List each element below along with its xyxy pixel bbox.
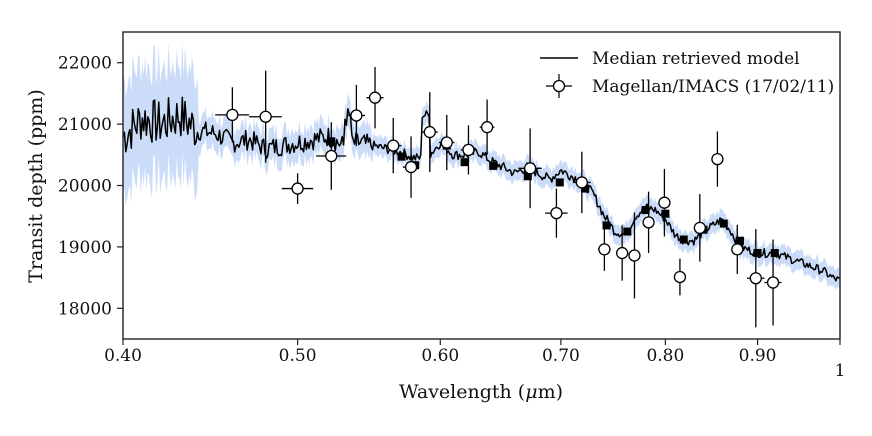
observation-point: [402, 136, 420, 198]
observation-marker: [731, 243, 744, 256]
binned-model-point: [397, 152, 406, 161]
observation-marker: [368, 91, 382, 104]
y-tick-label: 21000: [58, 115, 112, 135]
binned-model-point: [523, 172, 532, 181]
observation-point: [460, 125, 476, 175]
observation-marker: [550, 206, 563, 220]
x-tick-label: 0.80: [646, 346, 684, 366]
observation-point: [658, 168, 671, 237]
observation-point: [673, 258, 687, 296]
binned-model-point: [770, 249, 779, 258]
observation-point: [573, 151, 591, 214]
observation-point: [249, 70, 282, 163]
observation-marker: [423, 125, 436, 139]
x-axis-ticks: 0.40 0.50 0.60 0.70 0.80 0.90 1: [104, 339, 845, 381]
legend: Median retrieved model Magellan/IMACS (1…: [540, 49, 834, 98]
observation-point: [731, 224, 744, 274]
observation-point: [711, 131, 724, 187]
median-model-line: [123, 96, 840, 282]
observation-point: [518, 128, 542, 209]
observation-marker: [226, 108, 239, 122]
observation-point: [281, 173, 314, 204]
observation-marker: [480, 121, 494, 134]
observation-marker: [693, 221, 706, 235]
y-tick-label: 20000: [58, 177, 112, 197]
observation-marker: [598, 243, 611, 256]
binned-model-point: [623, 227, 632, 236]
legend-obs-swatch-marker: [552, 79, 566, 93]
observation-point: [764, 239, 782, 326]
observation-point: [366, 66, 384, 129]
observation-marker: [658, 196, 671, 209]
observation-marker: [325, 149, 338, 163]
y-axis-title: Transit depth (ppm): [25, 89, 47, 282]
binned-model-point: [641, 206, 650, 215]
observation-marker: [523, 162, 537, 175]
observation-marker: [673, 270, 687, 284]
observation-marker: [404, 160, 418, 174]
x-tick-label: 0.50: [279, 346, 317, 366]
observation-marker: [711, 152, 724, 166]
legend-model-label: Median retrieved model: [592, 49, 800, 69]
observation-point: [747, 229, 765, 328]
observation-point: [316, 122, 347, 190]
observation-marker: [766, 276, 780, 289]
binned-model-point: [753, 249, 762, 258]
y-axis-ticks: 18000 19000 20000 21000 22000: [58, 54, 123, 319]
binned-model-point: [555, 178, 564, 187]
binned-model-point: [719, 219, 728, 228]
x-axis-title: Wavelength (μm): [399, 381, 563, 403]
observation-marker: [440, 136, 453, 149]
binned-model-point: [581, 184, 590, 193]
observation-point: [479, 99, 495, 155]
model-uncertainty-band: [123, 42, 840, 291]
model-line-layer: [123, 96, 840, 282]
observation-point: [384, 117, 402, 174]
observation-marker: [616, 246, 629, 260]
y-tick-label: 19000: [58, 238, 112, 258]
binned-model-point: [460, 158, 469, 167]
y-tick-label: 18000: [58, 299, 112, 319]
observation-marker: [749, 272, 762, 285]
legend-obs-label: Magellan/IMACS (17/02/11): [592, 77, 834, 97]
binned-model-point: [735, 236, 744, 245]
observation-marker: [575, 176, 589, 189]
observation-marker: [642, 216, 655, 229]
observation-marker: [387, 139, 400, 152]
x-tick-label: 1: [835, 361, 846, 381]
observation-marker: [350, 109, 363, 122]
observation-point: [438, 114, 455, 171]
observation-point: [347, 84, 366, 147]
x-tick-label: 0.60: [421, 346, 459, 366]
x-tick-label: 0.40: [104, 346, 142, 366]
observation-point: [628, 212, 641, 299]
observation-marker: [462, 143, 475, 157]
binned-model-point: [679, 235, 688, 244]
x-tick-label: 0.70: [542, 346, 580, 366]
binned-model-point: [602, 221, 611, 230]
x-tick-label: 0.90: [739, 346, 777, 366]
binned-model-point: [489, 161, 498, 170]
observation-point: [421, 92, 438, 172]
observation-marker: [628, 249, 641, 262]
observation-marker: [291, 182, 304, 195]
observation-layer: [215, 66, 782, 328]
y-tick-label: 22000: [58, 54, 112, 74]
observation-point: [642, 191, 655, 254]
uncertainty-band-layer: [123, 42, 840, 291]
observation-point: [545, 188, 568, 238]
binned-model-point: [661, 209, 670, 218]
observation-point: [598, 227, 611, 271]
observation-point: [215, 87, 250, 143]
observation-marker: [259, 110, 272, 123]
observation-point: [693, 194, 706, 262]
observation-point: [615, 225, 629, 281]
